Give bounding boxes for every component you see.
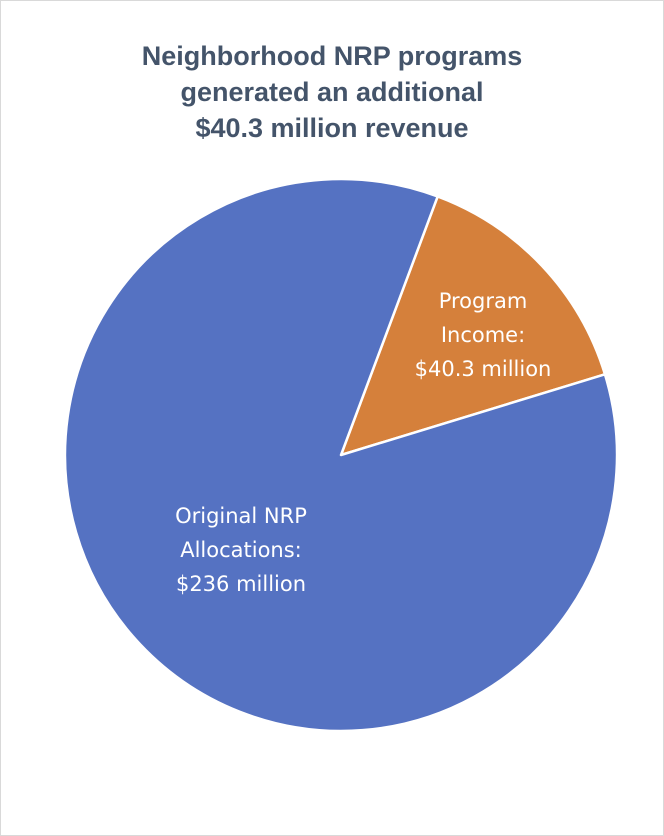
pie-label-line: $40.3 million xyxy=(415,357,552,381)
pie-label-line: Allocations: xyxy=(180,538,302,562)
pie-labels: Program Income: $40.3 million Original NRP A… xyxy=(175,289,551,596)
pie-label-line: Income: xyxy=(441,323,525,347)
chart-title: Neighborhood NRP programs generated an a… xyxy=(0,38,664,146)
pie-label-line: Program xyxy=(439,289,528,313)
pie-label-line: $236 million xyxy=(176,572,306,596)
chart-title-line-3: $40.3 million revenue xyxy=(195,113,469,143)
pie-slice-program-income xyxy=(339,195,607,457)
pie-label-line: Original NRP xyxy=(175,504,307,528)
chart-title-line-2: generated an additional xyxy=(180,77,484,107)
pie-label-program-income: Program Income: $40.3 million xyxy=(415,289,552,381)
pie-label-original-nrp-allocations: Original NRP Allocations: $236 million xyxy=(175,504,307,596)
chart-title-line-1: Neighborhood NRP programs xyxy=(141,41,523,71)
pie-slices xyxy=(63,177,619,733)
pie-slice-original-nrp-allocations xyxy=(63,177,619,733)
